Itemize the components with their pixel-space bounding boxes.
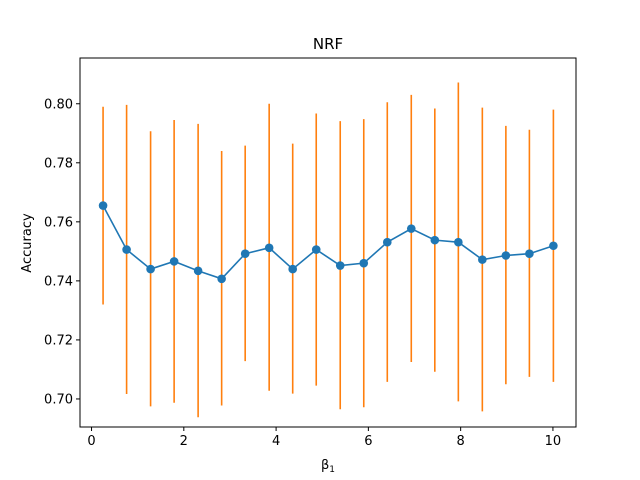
data-point: [311, 245, 321, 254]
data-point: [122, 245, 131, 254]
data-point: [240, 249, 250, 259]
data-point: [264, 243, 274, 253]
data-point: [406, 224, 416, 233]
data-point: [217, 274, 226, 284]
data-point: [359, 258, 369, 268]
y-tick-label: 0.74: [44, 274, 73, 289]
x-tick-label: 0: [87, 434, 95, 449]
data-point: [169, 257, 179, 266]
x-tick-label: 10: [545, 434, 562, 449]
data-point: [98, 201, 108, 210]
y-tick-label: 0.72: [44, 333, 73, 348]
data-point: [478, 255, 487, 264]
x-tick-label: 6: [364, 434, 372, 449]
axes-frame: [79, 57, 577, 428]
data-point: [146, 264, 155, 274]
data-point: [382, 237, 392, 247]
x-axis-label: β1: [321, 458, 335, 475]
data-point: [525, 249, 534, 259]
data-point: [335, 261, 345, 270]
data-point: [193, 266, 203, 276]
y-tick-label: 0.70: [44, 392, 73, 407]
y-tick-label: 0.76: [44, 215, 73, 230]
plot-area: [98, 82, 558, 418]
chart-title: NRF: [313, 35, 343, 53]
x-axis-label-main: β: [321, 458, 329, 473]
data-point: [430, 235, 440, 245]
y-axis-label: Accuracy: [20, 213, 35, 273]
data-point: [501, 251, 511, 260]
y-tick-label: 0.78: [44, 156, 73, 171]
data-point: [549, 241, 558, 251]
data-point: [288, 264, 298, 274]
x-axis: 0 2 4 6 8 10: [87, 427, 561, 449]
y-axis: 0.70 0.72 0.74 0.76 0.78 0.80: [44, 97, 80, 407]
x-tick-label: 4: [272, 434, 280, 449]
y-tick-label: 0.80: [44, 97, 73, 112]
x-tick-label: 8: [457, 434, 465, 449]
x-axis-label-subscript: 1: [329, 465, 335, 475]
x-tick-label: 2: [180, 434, 188, 449]
data-point: [454, 237, 463, 247]
